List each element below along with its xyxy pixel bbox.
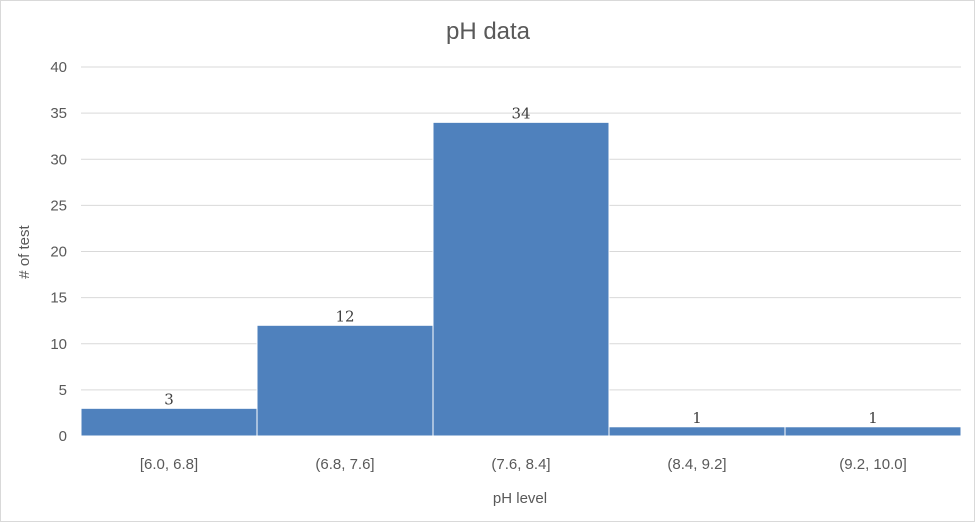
bar-value-label: 3	[164, 390, 174, 408]
y-tick-label: 35	[50, 105, 67, 122]
x-axis-label: pH level	[493, 490, 547, 507]
x-tick-label: (7.6, 8.4]	[491, 456, 550, 473]
bar	[608, 426, 786, 437]
x-tick-label: (6.8, 7.6]	[315, 456, 374, 473]
bar-value-label: 1	[692, 409, 702, 427]
x-tick-label: (9.2, 10.0]	[839, 456, 907, 473]
y-axis-ticks: 0 5 10 15 20 25 30 35 40	[50, 59, 67, 445]
chart-title: pH data	[446, 18, 531, 45]
bar-value-label: 34	[511, 104, 530, 122]
bar-value-label: 1	[868, 409, 878, 427]
y-tick-label: 20	[50, 244, 67, 261]
x-axis-ticks: [6.0, 6.8] (6.8, 7.6] (7.6, 8.4] (8.4, 9.2]…	[140, 456, 907, 473]
y-tick-label: 0	[59, 428, 67, 445]
data-labels: 3 12 34 1 1	[164, 104, 878, 426]
x-tick-label: (8.4, 9.2]	[667, 456, 726, 473]
bar	[256, 324, 434, 437]
bar-value-label: 12	[335, 307, 354, 325]
y-tick-label: 15	[50, 290, 67, 307]
bars	[80, 121, 962, 437]
bar	[784, 426, 962, 437]
bar	[432, 121, 610, 437]
y-tick-label: 10	[50, 336, 67, 353]
x-tick-label: [6.0, 6.8]	[140, 456, 198, 473]
y-tick-label: 30	[50, 151, 67, 168]
y-tick-label: 5	[59, 382, 67, 399]
y-tick-label: 40	[50, 59, 67, 76]
y-tick-label: 25	[50, 197, 67, 214]
y-axis-label: # of test	[16, 224, 33, 278]
bar	[80, 407, 258, 437]
